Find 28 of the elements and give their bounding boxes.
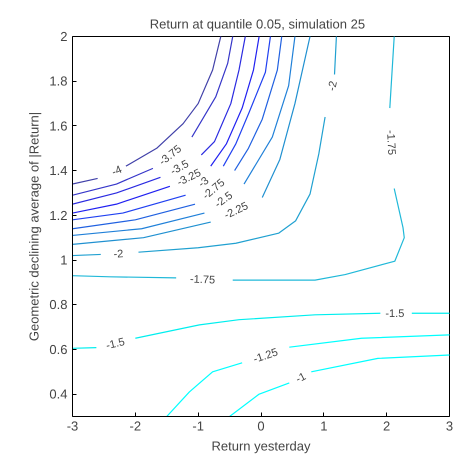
- x-tick-label: -2: [130, 418, 142, 434]
- y-tick-label: 0.8: [49, 297, 68, 312]
- y-tick-label: 1.4: [49, 163, 68, 178]
- y-tick-label: 2: [60, 29, 68, 44]
- y-tick-label: 0.6: [49, 342, 68, 357]
- x-tick-label: 3: [446, 418, 453, 434]
- y-tick-label: 0.4: [49, 386, 68, 402]
- text: -1.5: [104, 336, 126, 352]
- text: -2: [326, 80, 340, 92]
- x-axis-title: Return yesterday: [212, 438, 311, 454]
- series-label: -1.75: [190, 273, 216, 286]
- x-tick-label: -3: [66, 418, 78, 434]
- text: -1.25: [252, 346, 280, 366]
- y-tick-label: 1: [60, 252, 68, 268]
- y-tick-label: 1.2: [49, 208, 68, 223]
- text: -1.75: [384, 130, 398, 156]
- chart-title: Return at quantile 0.05, simulation 25: [150, 16, 366, 32]
- text: -1: [294, 370, 308, 386]
- x-tick-label: 2: [383, 418, 390, 434]
- text: -4: [110, 164, 124, 179]
- series-label: -1.5: [385, 308, 404, 320]
- x-tick-label: 1: [320, 418, 328, 434]
- y-axis-title: Geometric declining average of |Return|: [26, 112, 42, 342]
- x-tick-label: -1: [192, 418, 204, 434]
- text: -2: [113, 248, 124, 261]
- y-tick-label: 1.6: [49, 118, 68, 134]
- x-tick-label: 0: [257, 418, 265, 434]
- y-tick-label: 1.8: [49, 74, 68, 89]
